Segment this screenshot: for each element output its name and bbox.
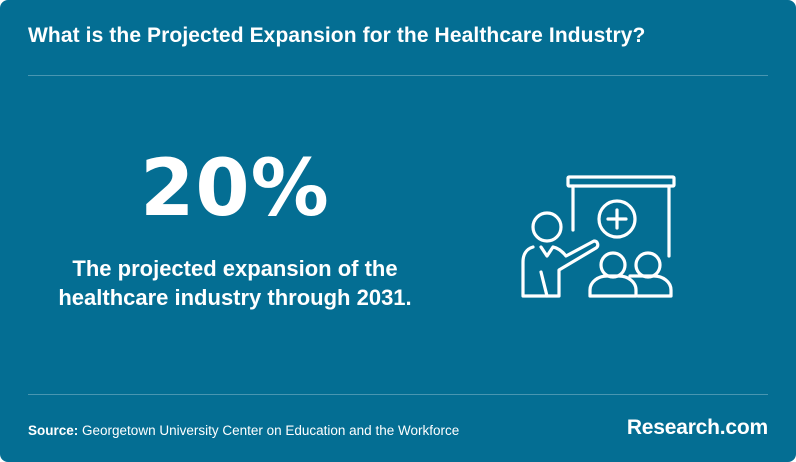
- stat-description-line-2: healthcare industry through 2031.: [58, 285, 412, 310]
- source-text: Georgetown University Center on Educatio…: [82, 423, 460, 438]
- stat-value: 20%: [140, 144, 330, 234]
- brand-logo: Research.com: [626, 416, 768, 439]
- stat-description: The projected expansion of the healthcar…: [0, 254, 470, 312]
- stat-description-line-1: The projected expansion of the: [72, 256, 398, 281]
- footer-divider: [28, 394, 768, 395]
- page-title: What is the Projected Expansion for the …: [28, 24, 646, 47]
- presentation-healthcare-icon: [521, 175, 676, 298]
- header-divider: [28, 75, 768, 76]
- source-label: Source:: [28, 423, 79, 438]
- source-citation: Source: Georgetown University Center on …: [28, 423, 459, 438]
